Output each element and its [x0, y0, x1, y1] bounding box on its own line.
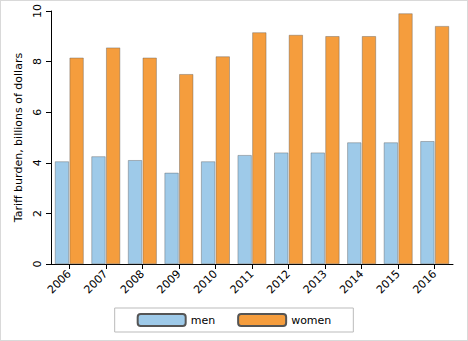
svg-text:women: women [291, 314, 331, 327]
svg-text:2011: 2011 [228, 267, 257, 296]
svg-text:4: 4 [31, 159, 44, 166]
svg-text:2015: 2015 [374, 267, 403, 296]
svg-text:2013: 2013 [301, 267, 330, 296]
svg-text:2008: 2008 [118, 267, 147, 296]
svg-text:6: 6 [31, 109, 44, 116]
svg-text:2010: 2010 [191, 267, 220, 296]
svg-text:2: 2 [31, 210, 44, 217]
svg-text:2014: 2014 [337, 267, 366, 296]
svg-text:men: men [191, 314, 215, 327]
svg-text:2007: 2007 [81, 267, 110, 296]
svg-text:2006: 2006 [45, 267, 74, 296]
svg-text:2009: 2009 [155, 267, 184, 296]
svg-text:Tariff burden, billions of dol: Tariff burden, billions of dollars [12, 53, 25, 224]
svg-text:0: 0 [31, 261, 44, 268]
svg-text:2012: 2012 [264, 267, 293, 296]
svg-text:8: 8 [31, 58, 44, 65]
svg-text:2016: 2016 [410, 267, 439, 296]
svg-text:10: 10 [31, 4, 44, 18]
